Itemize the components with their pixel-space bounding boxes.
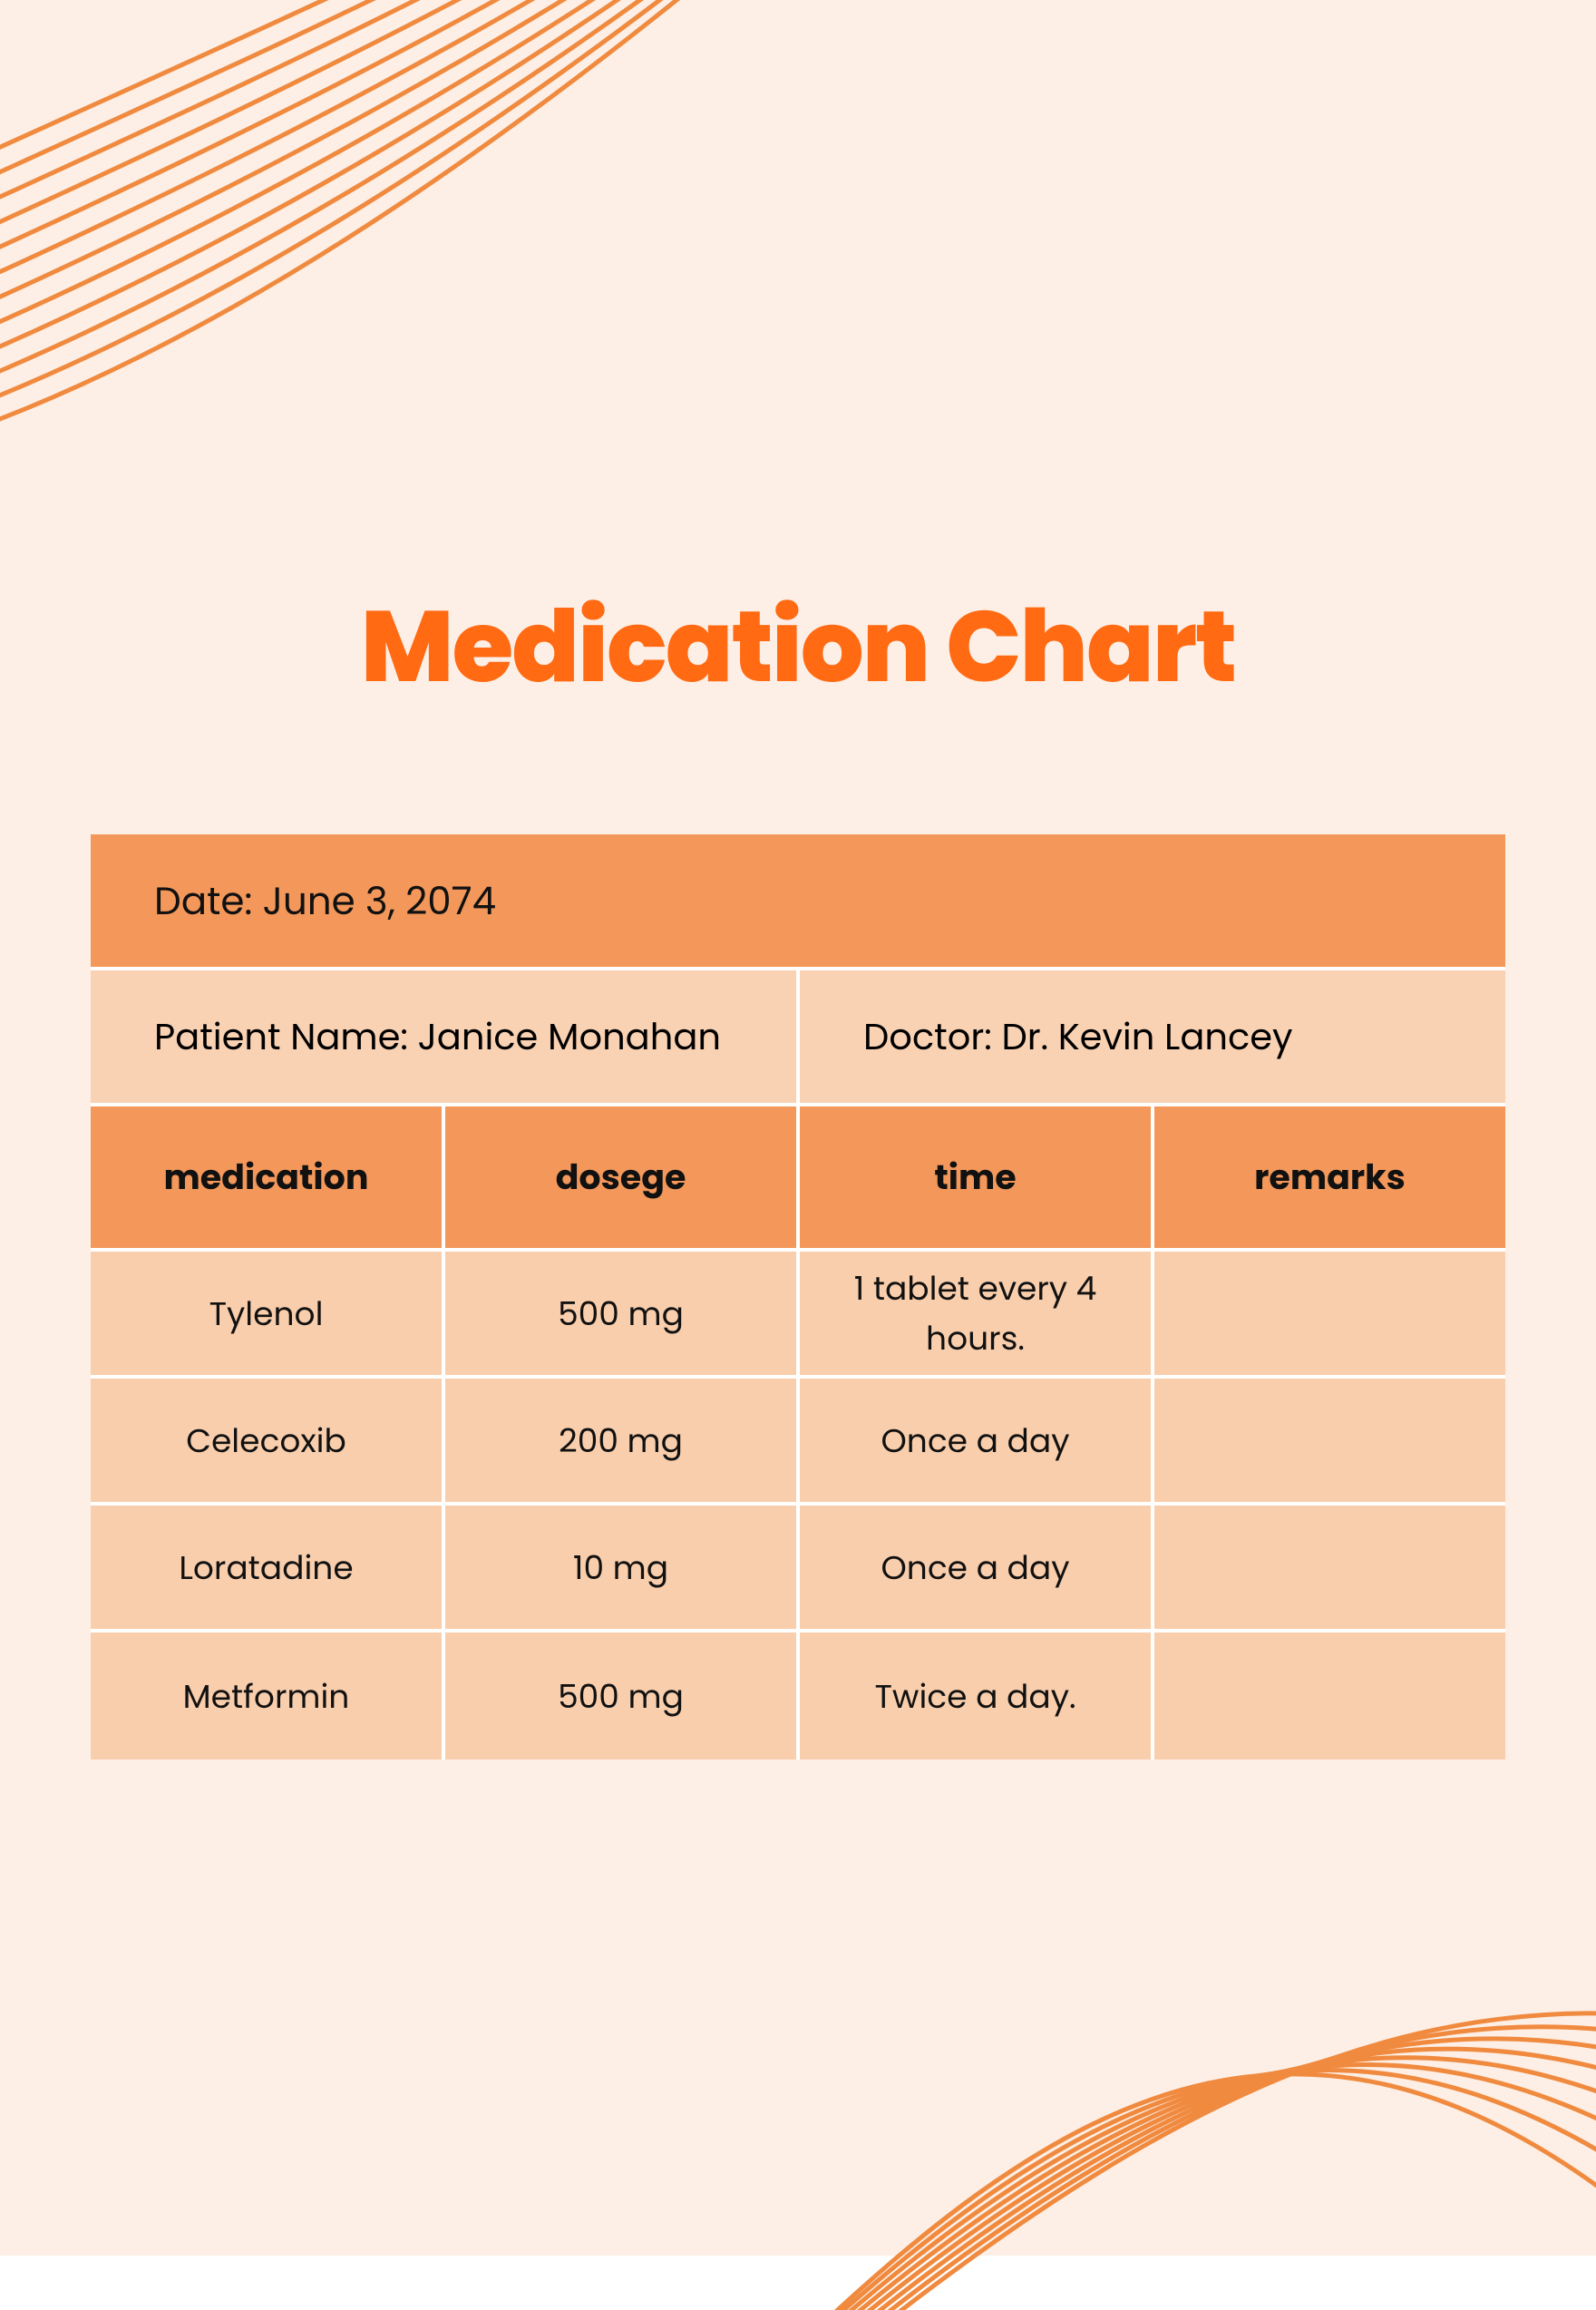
wave-decoration-top <box>0 0 925 653</box>
table-row: Celecoxib200 mgOnce a day <box>91 1379 1505 1506</box>
date-label: Date: June 3, 2074 <box>154 872 496 930</box>
table-cell: Loratadine <box>91 1506 445 1629</box>
date-row: Date: June 3, 2074 <box>91 834 1505 970</box>
table-cell: Once a day <box>800 1506 1154 1629</box>
table-cell: 500 mg <box>445 1252 800 1375</box>
table-cell: Twice a day. <box>800 1633 1154 1759</box>
table-cell: 500 mg <box>445 1633 800 1759</box>
table-cell: 200 mg <box>445 1379 800 1502</box>
table-cell <box>1154 1379 1505 1502</box>
table-cell: Once a day <box>800 1379 1154 1502</box>
table-cell: 10 mg <box>445 1506 800 1629</box>
table-row: Metformin500 mgTwice a day. <box>91 1633 1505 1759</box>
table-cell: 1 tablet every 4 hours. <box>800 1252 1154 1375</box>
patient-name-cell: Patient Name: Janice Monahan <box>91 970 800 1103</box>
table-header-dosege: dosege <box>445 1106 800 1248</box>
table-row: Tylenol500 mg1 tablet every 4 hours. <box>91 1252 1505 1379</box>
patient-name-label: Patient Name: Janice Monahan <box>154 1009 721 1064</box>
patient-doctor-row: Patient Name: Janice Monahan Doctor: Dr.… <box>91 970 1505 1106</box>
table-header-time: time <box>800 1106 1154 1248</box>
table-row: Loratadine10 mgOnce a day <box>91 1506 1505 1633</box>
wave-decoration-bottom <box>834 1675 1596 2310</box>
table-cell <box>1154 1252 1505 1375</box>
doctor-name-label: Doctor: Dr. Kevin Lancey <box>863 1009 1293 1064</box>
medication-chart-page: Medication Chart Date: June 3, 2074 Pati… <box>0 0 1596 2256</box>
table-header-remarks: remarks <box>1154 1106 1505 1248</box>
medication-card: Date: June 3, 2074 Patient Name: Janice … <box>91 834 1505 1759</box>
table-cell <box>1154 1506 1505 1629</box>
table-cell: Tylenol <box>91 1252 445 1375</box>
table-header-row: medicationdosegetimeremarks <box>91 1106 1505 1252</box>
table-cell <box>1154 1633 1505 1759</box>
page-title: Medication Chart <box>0 571 1596 722</box>
table-header-medication: medication <box>91 1106 445 1248</box>
table-cell: Metformin <box>91 1633 445 1759</box>
doctor-name-cell: Doctor: Dr. Kevin Lancey <box>800 970 1505 1103</box>
table-cell: Celecoxib <box>91 1379 445 1502</box>
